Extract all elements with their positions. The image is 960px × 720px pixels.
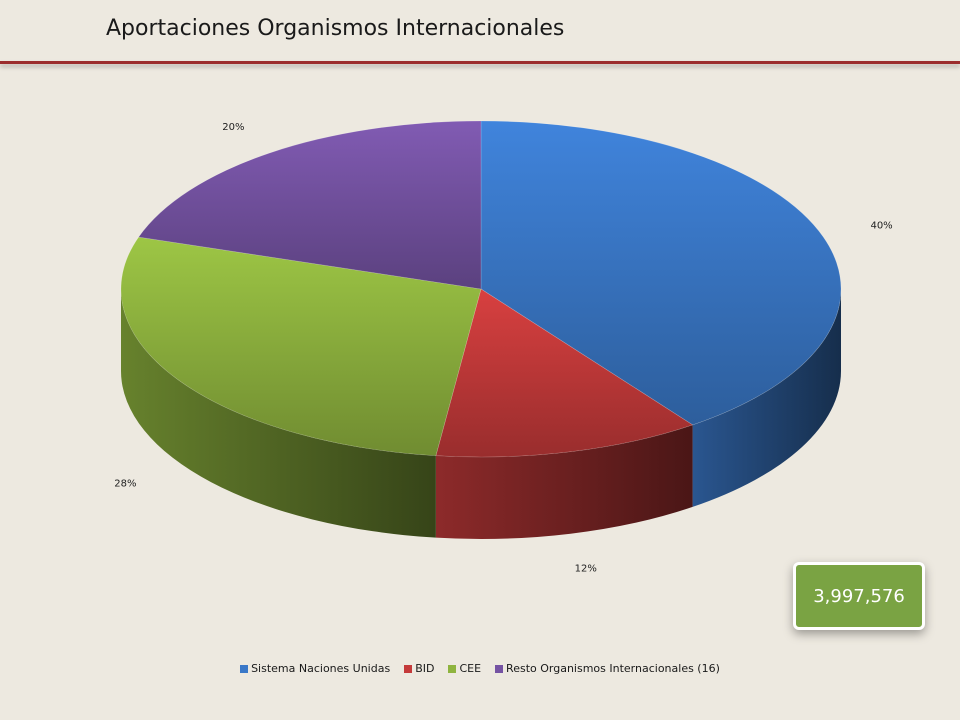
pie-slice-bid xyxy=(435,288,694,458)
pie-side-cee xyxy=(121,289,436,538)
total-value-badge: 3,997,576 xyxy=(793,562,925,630)
legend-item-bid: BID xyxy=(404,662,434,675)
pie-side-bid xyxy=(435,424,693,539)
pie-side-sistema-naciones-unidas xyxy=(692,289,841,507)
slice-label-sistema-naciones-unidas: 40% xyxy=(870,220,892,231)
legend-label: BID xyxy=(415,662,435,675)
legend-label: Resto Organismos Internacionales (16) xyxy=(506,662,720,675)
pie-tops xyxy=(120,120,842,458)
pie-sides xyxy=(121,289,841,539)
pie-slice-resto-organismos-internacionales-16 xyxy=(138,120,482,290)
legend-item-sistema-naciones-unidas: Sistema Naciones Unidas xyxy=(240,662,390,675)
legend-label: Sistema Naciones Unidas xyxy=(251,662,391,675)
legend-swatch xyxy=(495,664,504,673)
pie-labels: 40% 12% 28% 20% xyxy=(114,122,892,574)
slice-label-resto-organismos-internacionales-16: 20% xyxy=(222,122,244,133)
slice-label-bid: 12% xyxy=(575,563,597,574)
legend-item-cee: CEE xyxy=(448,662,481,675)
chart-legend: Sistema Naciones Unidas BID CEE Resto Organ… xyxy=(0,662,960,675)
pie-slice-sistema-naciones-unidas xyxy=(480,120,842,426)
slice-label-cee: 28% xyxy=(114,478,136,489)
legend-swatch xyxy=(240,664,249,673)
page-title: Aportaciones Organismos Internacionales xyxy=(106,16,565,41)
legend-swatch xyxy=(448,664,457,673)
pie-slice-cee xyxy=(120,236,482,456)
title-divider xyxy=(0,61,960,64)
legend-label: CEE xyxy=(459,662,482,675)
legend-swatch xyxy=(404,664,413,673)
legend-item-resto-organismos-internacionales-16: Resto Organismos Internacionales (16) xyxy=(495,662,720,675)
